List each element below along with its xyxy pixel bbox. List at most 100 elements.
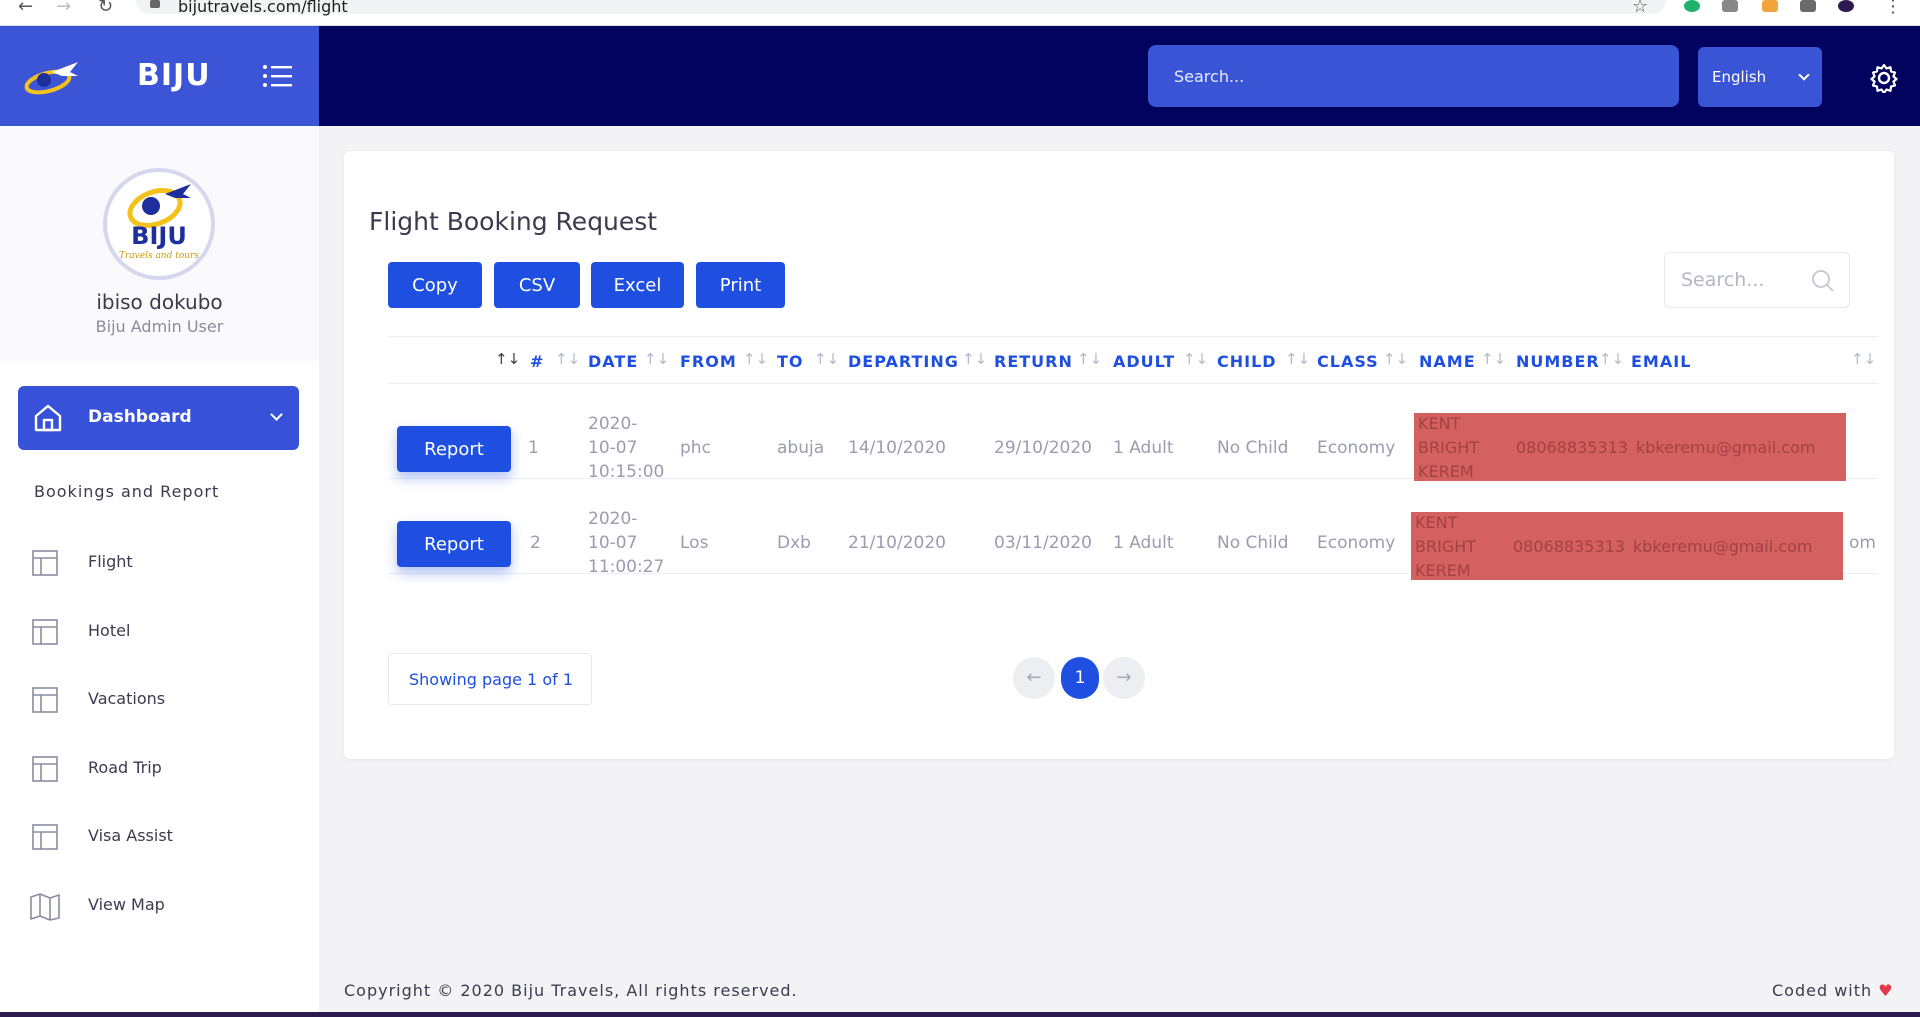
menu-toggle-icon[interactable] bbox=[262, 64, 292, 88]
bottom-strip bbox=[0, 1012, 1920, 1017]
column-header-from[interactable]: FROM bbox=[680, 352, 737, 371]
sort-icon[interactable]: ↑↓ bbox=[555, 350, 581, 368]
extension-icon[interactable] bbox=[1722, 0, 1738, 12]
reload-icon[interactable]: ↻ bbox=[98, 0, 114, 17]
profile-avatar-icon[interactable] bbox=[1838, 0, 1854, 12]
sidebar-item-visa-assist[interactable]: Visa Assist bbox=[0, 812, 319, 862]
column-header-phone[interactable]: NUMBER bbox=[1516, 352, 1600, 371]
column-header-to[interactable]: TO bbox=[777, 352, 804, 371]
sort-icon[interactable]: ↑↓ bbox=[743, 350, 769, 368]
sidebar-item-flight[interactable]: Flight bbox=[0, 538, 319, 588]
date-line: 2020- bbox=[588, 414, 638, 434]
name-line: KENT bbox=[1418, 414, 1461, 433]
name-line: BRIGHT bbox=[1418, 438, 1480, 457]
column-header-date[interactable]: DATE bbox=[588, 352, 639, 371]
table-icon bbox=[32, 687, 58, 713]
biju-logo-icon[interactable] bbox=[22, 58, 82, 98]
sort-icon[interactable]: ↑↓ bbox=[814, 350, 840, 368]
print-button[interactable]: Print bbox=[696, 262, 785, 308]
brand-name[interactable]: BIJU bbox=[137, 58, 211, 93]
sort-icon[interactable]: ↑↓ bbox=[1285, 350, 1311, 368]
header-brand: BIJU bbox=[0, 26, 319, 126]
sidebar-section-title: Bookings and Report bbox=[34, 482, 220, 501]
cell-to: Dxb bbox=[777, 533, 811, 553]
grammarly-extension-icon[interactable] bbox=[1684, 0, 1700, 12]
table-icon bbox=[32, 550, 58, 576]
sidebar-item-label: Road Trip bbox=[88, 758, 162, 777]
sort-icon[interactable]: ↑↓ bbox=[1599, 350, 1625, 368]
sort-icon[interactable]: ↑↓ bbox=[962, 350, 988, 368]
table-header: ↑↓ # ↑↓ DATE ↑↓ FROM ↑↓ TO ↑↓ DEPARTING … bbox=[388, 336, 1878, 384]
back-icon[interactable]: ← bbox=[18, 0, 34, 17]
name-line: BRIGHT bbox=[1415, 537, 1477, 556]
sidebar-item-road-trip[interactable]: Road Trip bbox=[0, 744, 319, 794]
puzzle-extensions-icon[interactable] bbox=[1800, 0, 1816, 12]
gear-icon[interactable] bbox=[1869, 63, 1899, 93]
next-page-button[interactable]: → bbox=[1103, 657, 1145, 699]
chevron-down-icon bbox=[270, 408, 283, 421]
column-header-number[interactable]: # bbox=[530, 352, 545, 371]
language-select[interactable]: English bbox=[1698, 47, 1822, 107]
extension-icon[interactable] bbox=[1762, 0, 1778, 12]
name-line: KEREM bbox=[1418, 462, 1474, 481]
avatar-brand-text: BIJU bbox=[131, 222, 187, 250]
column-header-name[interactable]: NAME bbox=[1419, 352, 1476, 371]
time-line: 11:00:27 bbox=[588, 557, 665, 577]
page-1-button[interactable]: 1 bbox=[1061, 657, 1099, 699]
sort-icon[interactable]: ↑↓ bbox=[644, 350, 670, 368]
flight-bookings-card: Flight Booking Request Copy CSV Excel Pr… bbox=[344, 151, 1894, 759]
column-header-adult[interactable]: ADULT bbox=[1113, 352, 1176, 371]
report-button[interactable]: Report bbox=[397, 521, 511, 567]
browser-menu-icon[interactable]: ⋮ bbox=[1884, 0, 1902, 17]
cell-return: 03/11/2020 bbox=[994, 533, 1092, 553]
date-line: 10-07 bbox=[588, 438, 638, 458]
language-value: English bbox=[1712, 68, 1767, 86]
cell-to: abuja bbox=[777, 438, 825, 458]
report-button[interactable]: Report bbox=[397, 426, 511, 472]
map-icon bbox=[30, 893, 60, 921]
sidebar-item-dashboard[interactable]: Dashboard bbox=[18, 386, 299, 450]
sidebar-item-vacations[interactable]: Vacations bbox=[0, 675, 319, 725]
forward-icon[interactable]: → bbox=[56, 0, 72, 17]
date-line: 10-07 bbox=[588, 533, 638, 553]
column-header-return[interactable]: RETURN bbox=[994, 352, 1073, 371]
column-header-email[interactable]: EMAIL bbox=[1631, 352, 1692, 371]
cell-number: 1 bbox=[528, 438, 539, 458]
sort-icon[interactable]: ↑↓ bbox=[1077, 350, 1103, 368]
url-text[interactable]: bijutravels.com/flight bbox=[178, 0, 348, 16]
sort-icon[interactable]: ↑↓ bbox=[1481, 350, 1507, 368]
sidebar-item-label: Hotel bbox=[88, 621, 131, 640]
avatar[interactable]: BIJU Travels and tours bbox=[103, 168, 215, 280]
sidebar-item-view-map[interactable]: View Map bbox=[0, 881, 319, 931]
sidebar-item-hotel[interactable]: Hotel bbox=[0, 607, 319, 657]
excel-button[interactable]: Excel bbox=[591, 262, 684, 308]
cell-name: KENT BRIGHT KEREM bbox=[1418, 412, 1479, 484]
bookmark-star-icon[interactable]: ☆ bbox=[1632, 0, 1649, 17]
header-search-input[interactable] bbox=[1148, 45, 1679, 107]
sort-icon[interactable]: ↑↓ bbox=[1183, 350, 1209, 368]
copy-button[interactable]: Copy bbox=[388, 262, 482, 308]
sort-icon[interactable]: ↑↓ bbox=[1383, 350, 1409, 368]
search-icon[interactable] bbox=[1811, 269, 1835, 293]
pagination-info: Showing page 1 of 1 bbox=[388, 653, 592, 705]
redaction-overlay bbox=[1414, 413, 1846, 481]
sort-icon[interactable]: ↑↓ bbox=[1851, 350, 1877, 368]
table-search-input[interactable] bbox=[1681, 265, 1801, 295]
cell-phone: 08068835313 bbox=[1513, 537, 1625, 556]
sort-icon[interactable]: ↑↓ bbox=[495, 350, 521, 368]
previous-page-button[interactable]: ← bbox=[1013, 657, 1055, 699]
table-row: Report 2 2020- 10-07 11:00:27 Los Dxb 21… bbox=[388, 479, 1878, 580]
csv-button[interactable]: CSV bbox=[494, 262, 580, 308]
time-line: 10:15:00 bbox=[588, 462, 665, 482]
footer-coded-with: Coded with ♥ bbox=[1772, 981, 1894, 1000]
sidebar-item-label: Visa Assist bbox=[88, 826, 173, 845]
date-line: 2020- bbox=[588, 509, 638, 529]
column-header-class[interactable]: CLASS bbox=[1317, 352, 1379, 371]
coded-with-text: Coded with bbox=[1772, 981, 1873, 1000]
sidebar-item-label: Flight bbox=[88, 552, 133, 571]
column-header-child[interactable]: CHILD bbox=[1217, 352, 1277, 371]
cell-class: Economy bbox=[1317, 533, 1396, 553]
column-header-departing[interactable]: DEPARTING bbox=[848, 352, 959, 371]
cell-return: 29/10/2020 bbox=[994, 438, 1092, 458]
address-bar[interactable] bbox=[136, 0, 1666, 14]
